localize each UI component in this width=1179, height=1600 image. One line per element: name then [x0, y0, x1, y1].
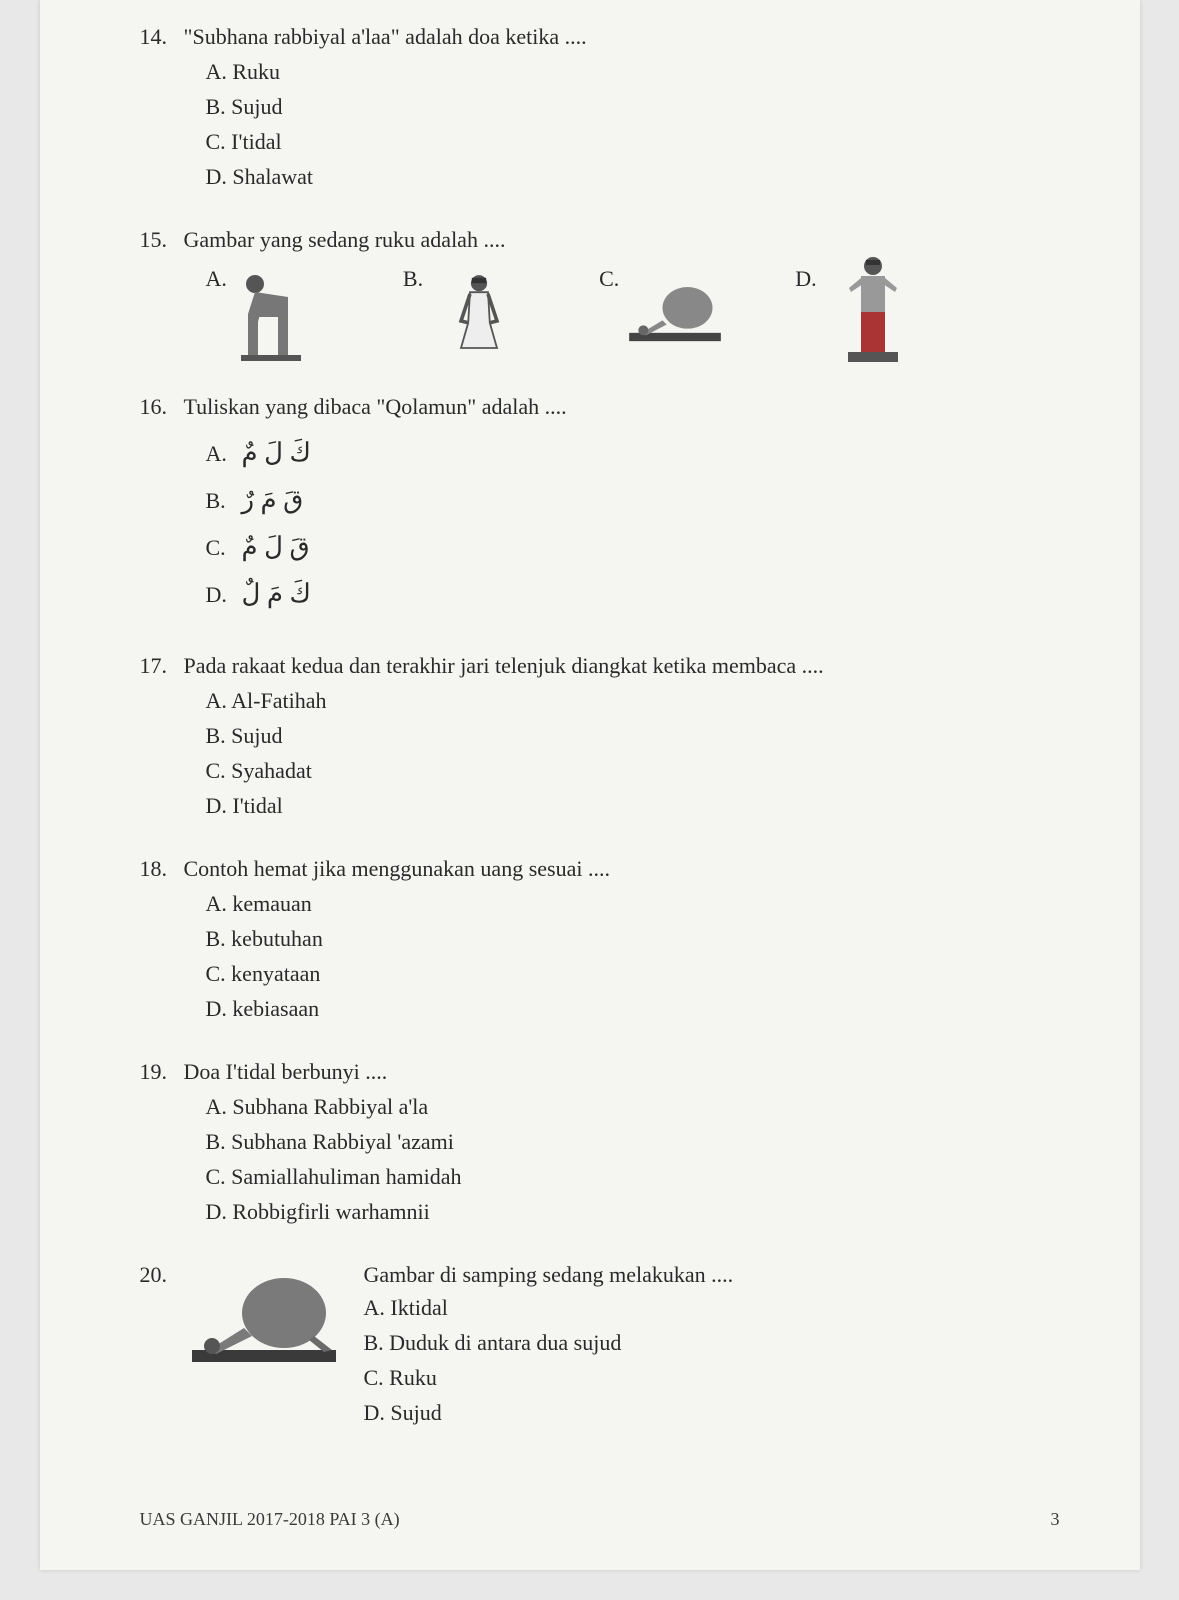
- q19-number: 19.: [140, 1055, 184, 1088]
- q15-label-d: D.: [795, 262, 816, 295]
- q15-figure-standing-icon: [823, 262, 923, 362]
- q16-option-b: B. قَ مَ رٌ: [206, 480, 1080, 519]
- q19-option-d: D. Robbigfirli warhamnii: [206, 1195, 1080, 1228]
- q17-number: 17.: [140, 649, 184, 682]
- page-footer: UAS GANJIL 2017-2018 PAI 3 (A) 3: [140, 1509, 1060, 1530]
- q15-prompt: Gambar yang sedang ruku adalah ....: [184, 223, 1080, 256]
- question-15: 15. Gambar yang sedang ruku adalah .... …: [140, 223, 1080, 362]
- q16-prompt: Tuliskan yang dibaca "Qolamun" adalah ..…: [184, 390, 1080, 423]
- q18-option-a: A. kemauan: [206, 887, 1080, 920]
- q20-option-a: A. Iktidal: [364, 1291, 734, 1324]
- q19-option-a: A. Subhana Rabbiyal a'la: [206, 1090, 1080, 1123]
- q19-prompt: Doa I'tidal berbunyi ....: [184, 1055, 1080, 1088]
- q15-label-a: A.: [206, 262, 227, 295]
- q15-label-b: B.: [403, 262, 423, 295]
- question-16: 16. Tuliskan yang dibaca "Qolamun" adala…: [140, 390, 1080, 621]
- q14-option-c: C. I'tidal: [206, 125, 1080, 158]
- q16-label-a: A.: [206, 437, 236, 470]
- q18-number: 18.: [140, 852, 184, 885]
- question-18: 18. Contoh hemat jika menggunakan uang s…: [140, 852, 1080, 1027]
- q17-option-d: D. I'tidal: [206, 789, 1080, 822]
- q17-option-a: A. Al-Fatihah: [206, 684, 1080, 717]
- footer-left: UAS GANJIL 2017-2018 PAI 3 (A): [140, 1509, 400, 1530]
- question-14: 14. "Subhana rabbiyal a'laa" adalah doa …: [140, 20, 1080, 195]
- q14-option-a: A. Ruku: [206, 55, 1080, 88]
- question-19: 19. Doa I'tidal berbunyi .... A. Subhana…: [140, 1055, 1080, 1230]
- exam-page: 14. "Subhana rabbiyal a'laa" adalah doa …: [40, 0, 1140, 1570]
- q16-label-b: B.: [206, 484, 236, 517]
- q17-option-b: B. Sujud: [206, 719, 1080, 752]
- q20-option-d: D. Sujud: [364, 1396, 734, 1429]
- q15-figure-ruku-icon: [233, 262, 333, 362]
- q14-option-b: B. Sujud: [206, 90, 1080, 123]
- q16-arabic-c: قَ لَ مٌ: [242, 527, 310, 566]
- question-20: 20. Gambar di samping sedang melakukan: [140, 1258, 1080, 1431]
- q20-option-c: C. Ruku: [364, 1361, 734, 1394]
- question-17: 17. Pada rakaat kedua dan terakhir jari …: [140, 649, 1080, 824]
- q14-prompt: "Subhana rabbiyal a'laa" adalah doa keti…: [184, 20, 1080, 53]
- q20-option-b: B. Duduk di antara dua sujud: [364, 1326, 734, 1359]
- q18-option-d: D. kebiasaan: [206, 992, 1080, 1025]
- q15-label-c: C.: [599, 262, 619, 295]
- q18-option-b: B. kebutuhan: [206, 922, 1080, 955]
- q16-arabic-a: كَ لَ مٌ: [242, 433, 311, 472]
- q16-option-a: A. كَ لَ مٌ: [206, 433, 1080, 472]
- q16-label-d: D.: [206, 578, 236, 611]
- footer-page-number: 3: [1051, 1509, 1060, 1530]
- q20-figure-sujud-icon: [184, 1258, 344, 1368]
- q16-option-d: D. كَ مَ لٌ: [206, 574, 1080, 613]
- q15-figure-sujud-icon: [625, 262, 725, 362]
- q16-arabic-d: كَ مَ لٌ: [242, 574, 311, 613]
- q19-option-b: B. Subhana Rabbiyal 'azami: [206, 1125, 1080, 1158]
- q18-option-c: C. kenyataan: [206, 957, 1080, 990]
- q14-number: 14.: [140, 20, 184, 53]
- q19-option-c: C. Samiallahuliman hamidah: [206, 1160, 1080, 1193]
- q16-label-c: C.: [206, 531, 236, 564]
- q15-figure-sitting-icon: [429, 262, 529, 362]
- q16-arabic-b: قَ مَ رٌ: [242, 480, 304, 519]
- q20-prompt: Gambar di samping sedang melakukan ....: [364, 1258, 734, 1291]
- q18-prompt: Contoh hemat jika menggunakan uang sesua…: [184, 852, 1080, 885]
- q17-prompt: Pada rakaat kedua dan terakhir jari tele…: [184, 649, 1080, 682]
- q16-number: 16.: [140, 390, 184, 423]
- q20-number: 20.: [140, 1258, 184, 1291]
- q17-option-c: C. Syahadat: [206, 754, 1080, 787]
- q15-number: 15.: [140, 223, 184, 256]
- q14-option-d: D. Shalawat: [206, 160, 1080, 193]
- q16-option-c: C. قَ لَ مٌ: [206, 527, 1080, 566]
